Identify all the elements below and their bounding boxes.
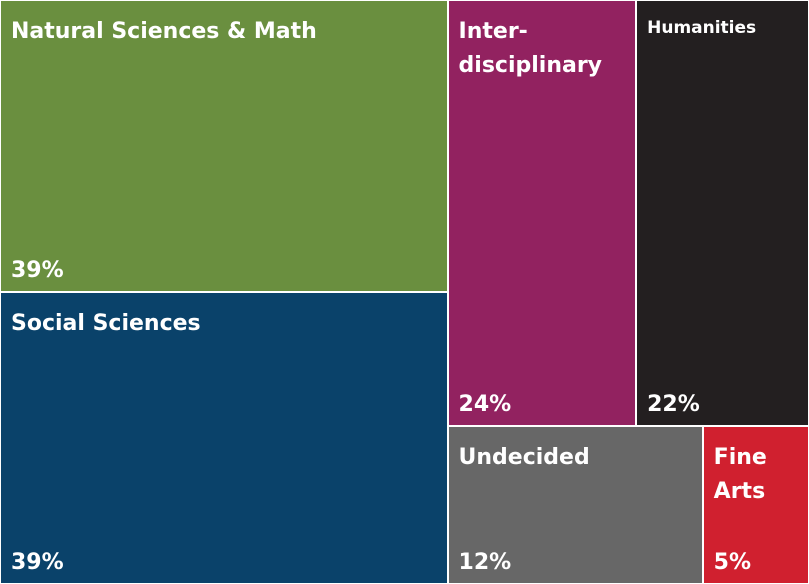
treemap-cell: Fine Arts 5%: [702, 426, 809, 584]
treemap-cell: Humanities 22%: [636, 0, 809, 427]
cell-label: Inter-disciplinary: [458, 19, 603, 78]
cell-label: Social Sciences: [11, 311, 201, 336]
cell-label: Humanities: [647, 18, 757, 38]
value-label: 22%: [647, 392, 700, 418]
value-label: 5%: [713, 549, 752, 575]
treemap-cell: Social Sciences 39%: [0, 292, 448, 584]
treemap-cell: Undecided 12%: [447, 426, 703, 584]
value-label: 12%: [458, 549, 512, 575]
cell-label: Undecided: [458, 445, 590, 471]
cell-label: Natural Sciences & Math: [11, 19, 317, 44]
treemap-cell: Inter-disciplinary 24%: [447, 0, 637, 427]
treemap-cell: Natural Sciences & Math 39%: [0, 0, 448, 292]
cell-label: Fine Arts: [713, 445, 767, 505]
value-label: 39%: [11, 550, 64, 575]
value-label: 24%: [458, 392, 512, 418]
value-label: 39%: [11, 258, 64, 283]
